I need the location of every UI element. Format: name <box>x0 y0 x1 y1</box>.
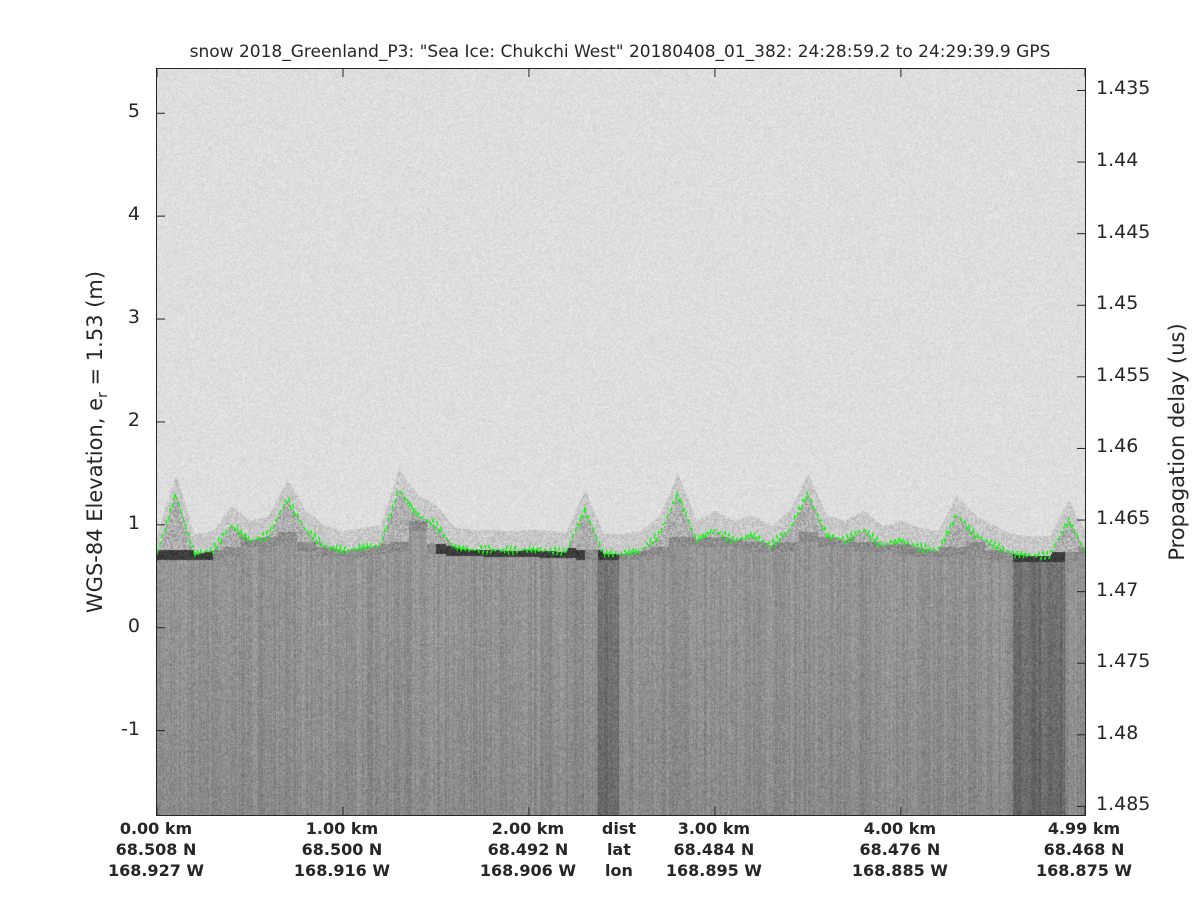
x-tick-lat: 68.484 N <box>673 840 755 859</box>
left-y-tick-label: 4 <box>127 203 140 226</box>
left-y-label-subscript: r <box>95 392 112 398</box>
x-tick-dist: 1.00 km <box>305 819 379 838</box>
left-y-label-text: WGS-84 Elevation, e <box>82 397 107 614</box>
right-y-tick-label: 1.48 <box>1096 721 1139 744</box>
x-tick-label-group: 4.00 km 68.476 N 168.885 W <box>852 818 948 881</box>
x-tick-lat: 68.492 N <box>487 840 569 859</box>
echogram-plot-area <box>156 68 1086 816</box>
left-y-tick-label: 2 <box>127 408 140 431</box>
x-tick-dist: 2.00 km <box>491 819 565 838</box>
x-tick-label-group: 1.00 km 68.500 N 168.916 W <box>294 818 390 881</box>
right-y-tick-label: 1.445 <box>1096 220 1151 243</box>
x-tick-lon: 168.916 W <box>293 861 391 880</box>
x-tick-lon: lon <box>604 861 633 880</box>
left-y-tick-label: 5 <box>127 100 140 123</box>
right-y-tick-label: 1.44 <box>1096 149 1139 172</box>
x-tick-lon: 168.875 W <box>1035 861 1133 880</box>
left-y-axis-label: WGS-84 Elevation, er = 1.53 (m) <box>83 271 111 613</box>
x-tick-label-group: 0.00 km 68.508 N 168.927 W <box>108 818 204 881</box>
x-tick-dist: 4.00 km <box>863 819 937 838</box>
left-y-tick-label: 3 <box>127 306 140 329</box>
echogram-image <box>157 69 1085 815</box>
left-y-label-suffix: = 1.53 (m) <box>82 270 107 393</box>
x-tick-label-group: 4.99 km 68.468 N 168.875 W <box>1036 818 1132 881</box>
x-tick-dist: 3.00 km <box>677 819 751 838</box>
x-tick-lat: 68.468 N <box>1043 840 1125 859</box>
right-y-tick-label: 1.475 <box>1096 650 1151 673</box>
x-tick-lon: 168.927 W <box>107 861 205 880</box>
x-tick-lat: 68.508 N <box>115 840 197 859</box>
left-y-tick-label: 1 <box>127 511 140 534</box>
left-y-tick-label: -1 <box>121 717 140 740</box>
right-y-tick-label: 1.45 <box>1096 292 1139 315</box>
x-tick-lon: 168.885 W <box>851 861 948 880</box>
x-tick-label-group: 3.00 km 68.484 N 168.895 W <box>666 818 762 881</box>
x-tick-lat: 68.476 N <box>859 840 941 859</box>
x-tick-label-group: 2.00 km 68.492 N 168.906 W <box>480 818 576 881</box>
left-y-tick-label: 0 <box>127 614 140 637</box>
right-y-tick-label: 1.465 <box>1096 507 1151 530</box>
x-tick-lon: 168.906 W <box>479 861 576 880</box>
surface-layer-overlay <box>157 69 1085 815</box>
surface-layer-line <box>157 488 1085 562</box>
x-tick-lat: lat <box>606 840 631 859</box>
x-tick-dist: dist <box>601 819 636 838</box>
x-tick-label-group: dist lat lon <box>602 818 636 881</box>
right-y-tick-label: 1.455 <box>1096 363 1151 386</box>
right-y-tick-label: 1.485 <box>1096 793 1151 816</box>
x-tick-dist: 4.99 km <box>1047 819 1121 838</box>
right-y-tick-label: 1.47 <box>1096 578 1139 601</box>
right-y-axis-label: Propagation delay (us) <box>1165 323 1189 561</box>
x-tick-lon: 168.895 W <box>665 861 762 880</box>
x-tick-lat: 68.500 N <box>301 840 383 859</box>
right-y-tick-label: 1.46 <box>1096 435 1139 458</box>
x-tick-dist: 0.00 km <box>119 819 193 838</box>
right-y-tick-label: 1.435 <box>1096 77 1151 100</box>
chart-title: snow 2018_Greenland_P3: "Sea Ice: Chukch… <box>189 42 1051 62</box>
